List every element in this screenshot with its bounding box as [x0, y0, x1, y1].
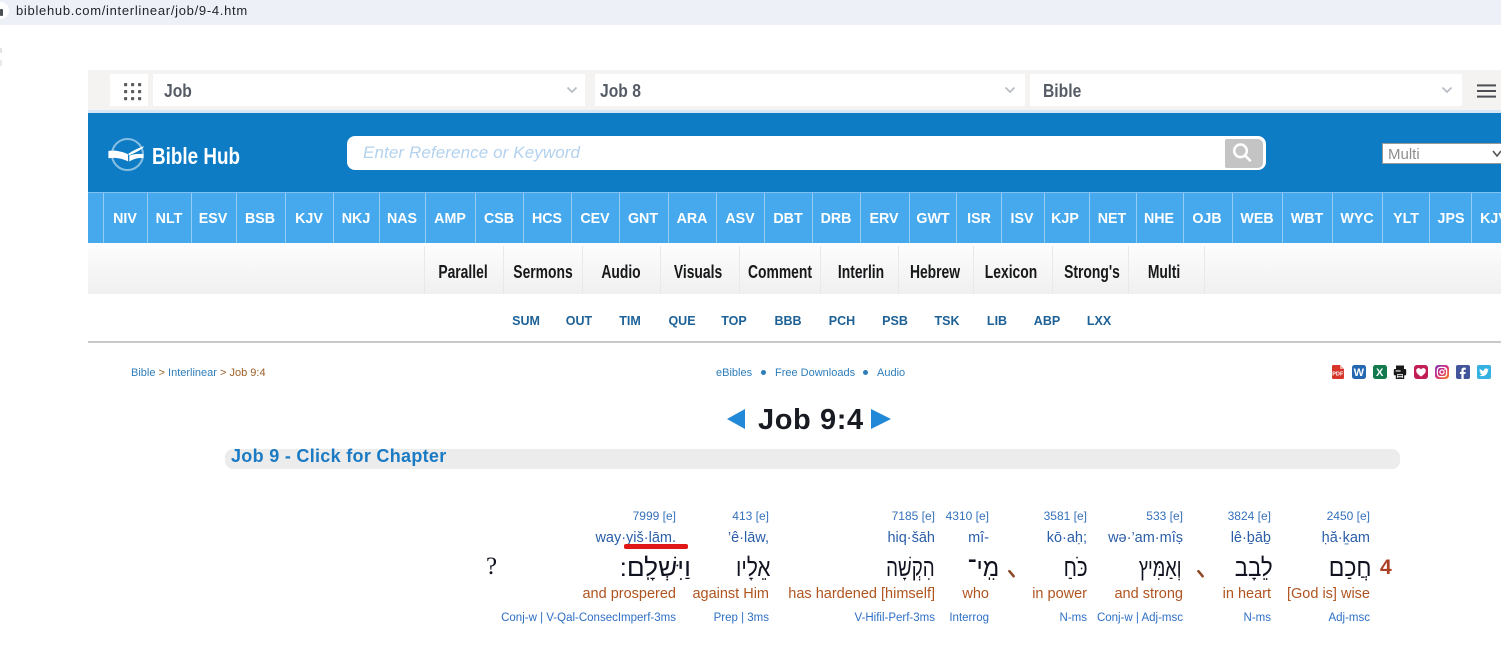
svg-text:X: X — [1376, 367, 1384, 379]
svg-text:PDF: PDF — [1332, 372, 1344, 378]
svg-text:W: W — [1353, 367, 1364, 379]
